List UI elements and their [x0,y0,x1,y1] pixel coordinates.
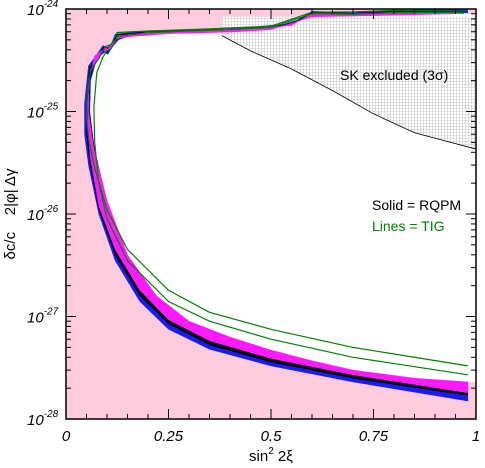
annotation-sk-excluded: SK excluded (3σ) [340,67,448,83]
x-tick-label: 1 [472,428,480,445]
x-tick-label: 0.25 [154,428,184,445]
magenta-band [87,11,469,394]
y-tick-label: 10-26 [27,204,59,224]
annotation-lines-tig: Lines = TIG [372,218,445,234]
annotation-solid-rqpm: Solid = RQPM [372,197,461,213]
tig-line-inner [93,11,468,376]
y-axis-title: δc/c 2|φ| Δγ [2,168,19,259]
y-tick-label: 10-28 [27,409,59,429]
y-tick-label: 10-25 [27,102,59,122]
x-tick-label: 0.5 [261,428,283,445]
sk-excluded-boundary [221,35,476,150]
sk-excluded-region [221,16,476,150]
tig-line-outer [85,9,468,367]
x-tick-label: 0 [62,428,71,445]
x-axis-title: sin2 2ξ [249,446,293,465]
y-tick-label: 10-24 [27,0,59,19]
y-tick-label: 10-27 [27,307,59,327]
x-tick-label: 0.75 [359,428,389,445]
